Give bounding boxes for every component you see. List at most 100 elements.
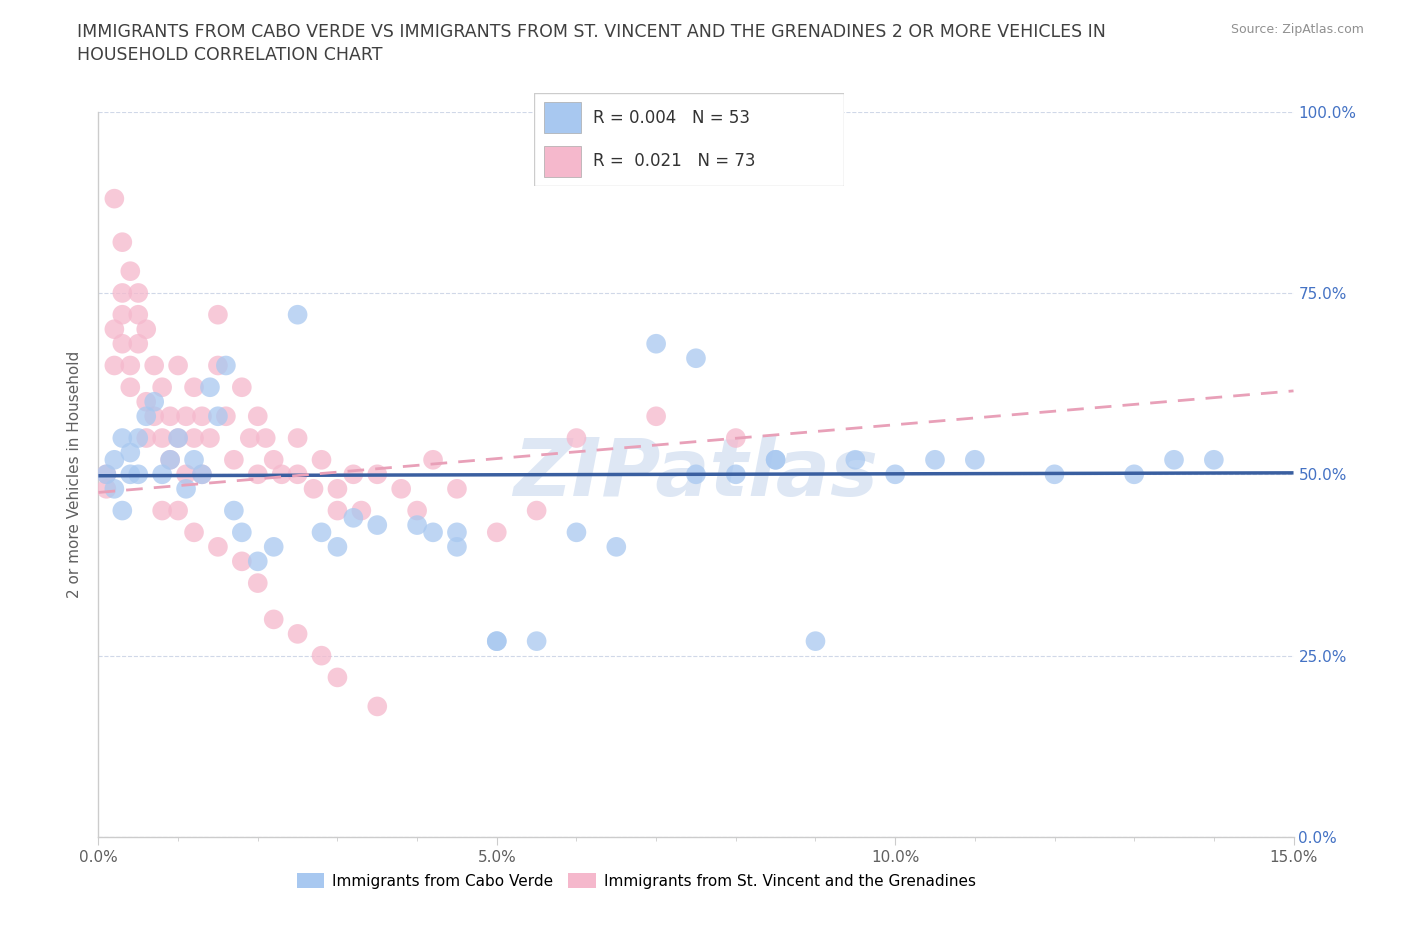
- Point: [446, 525, 468, 539]
- Point: [924, 452, 946, 467]
- Text: HOUSEHOLD CORRELATION CHART: HOUSEHOLD CORRELATION CHART: [77, 46, 382, 64]
- Point: [207, 358, 229, 373]
- Point: [127, 467, 149, 482]
- Bar: [544, 102, 581, 133]
- Point: [215, 409, 238, 424]
- Point: [191, 467, 214, 482]
- Point: [645, 337, 668, 352]
- Point: [111, 503, 134, 518]
- Legend: Immigrants from Cabo Verde, Immigrants from St. Vincent and the Grenadines: Immigrants from Cabo Verde, Immigrants f…: [291, 867, 981, 895]
- Point: [135, 431, 157, 445]
- Point: [246, 409, 269, 424]
- Point: [389, 482, 412, 497]
- Point: [311, 648, 333, 663]
- Point: [724, 431, 747, 445]
- Point: [103, 358, 125, 373]
- Point: [174, 467, 197, 482]
- Point: [120, 467, 142, 482]
- Point: [446, 482, 468, 497]
- Point: [270, 467, 292, 482]
- Point: [135, 322, 157, 337]
- Point: [198, 431, 221, 445]
- Point: [765, 452, 787, 467]
- Text: Source: ZipAtlas.com: Source: ZipAtlas.com: [1230, 23, 1364, 36]
- Text: IMMIGRANTS FROM CABO VERDE VS IMMIGRANTS FROM ST. VINCENT AND THE GRENADINES 2 O: IMMIGRANTS FROM CABO VERDE VS IMMIGRANTS…: [77, 23, 1107, 41]
- Point: [207, 409, 229, 424]
- Point: [127, 431, 149, 445]
- Point: [111, 307, 134, 322]
- Point: [120, 264, 142, 279]
- Point: [287, 307, 309, 322]
- Point: [143, 394, 166, 409]
- Point: [526, 503, 548, 518]
- FancyBboxPatch shape: [534, 93, 844, 186]
- Point: [183, 452, 205, 467]
- Point: [207, 307, 229, 322]
- Point: [263, 539, 285, 554]
- Point: [804, 633, 827, 648]
- Point: [311, 525, 333, 539]
- Point: [366, 699, 388, 714]
- Point: [127, 286, 149, 300]
- Point: [287, 431, 309, 445]
- Point: [406, 503, 429, 518]
- Point: [350, 503, 373, 518]
- Point: [231, 525, 253, 539]
- Point: [366, 467, 388, 482]
- Point: [103, 192, 125, 206]
- Point: [159, 409, 181, 424]
- Point: [485, 525, 508, 539]
- Point: [1123, 467, 1146, 482]
- Point: [96, 467, 118, 482]
- Point: [183, 379, 205, 394]
- Point: [167, 431, 190, 445]
- Point: [103, 452, 125, 467]
- Point: [326, 670, 349, 684]
- Point: [103, 322, 125, 337]
- Point: [111, 234, 134, 249]
- Point: [287, 467, 309, 482]
- Point: [287, 627, 309, 642]
- Point: [565, 431, 588, 445]
- Point: [526, 633, 548, 648]
- Point: [150, 503, 173, 518]
- Point: [127, 307, 149, 322]
- Point: [685, 467, 707, 482]
- Point: [765, 452, 787, 467]
- Point: [222, 503, 245, 518]
- Point: [222, 452, 245, 467]
- Point: [150, 431, 173, 445]
- Point: [302, 482, 325, 497]
- Point: [174, 409, 197, 424]
- Y-axis label: 2 or more Vehicles in Household: 2 or more Vehicles in Household: [67, 351, 83, 598]
- Text: R = 0.004   N = 53: R = 0.004 N = 53: [593, 109, 749, 127]
- Point: [1202, 452, 1225, 467]
- Point: [215, 358, 238, 373]
- Point: [605, 539, 627, 554]
- Point: [422, 452, 444, 467]
- Point: [127, 337, 149, 352]
- Point: [239, 431, 262, 445]
- Point: [263, 612, 285, 627]
- Point: [167, 431, 190, 445]
- Point: [198, 379, 221, 394]
- Point: [143, 358, 166, 373]
- Point: [884, 467, 907, 482]
- Point: [724, 467, 747, 482]
- Point: [159, 452, 181, 467]
- Point: [167, 503, 190, 518]
- Point: [159, 452, 181, 467]
- Point: [565, 525, 588, 539]
- Point: [150, 467, 173, 482]
- Point: [1163, 452, 1185, 467]
- Point: [485, 633, 508, 648]
- Point: [963, 452, 986, 467]
- Point: [231, 379, 253, 394]
- Text: R =  0.021   N = 73: R = 0.021 N = 73: [593, 152, 755, 170]
- Point: [645, 409, 668, 424]
- Bar: [544, 146, 581, 177]
- Point: [103, 482, 125, 497]
- Point: [485, 633, 508, 648]
- Point: [96, 467, 118, 482]
- Point: [111, 286, 134, 300]
